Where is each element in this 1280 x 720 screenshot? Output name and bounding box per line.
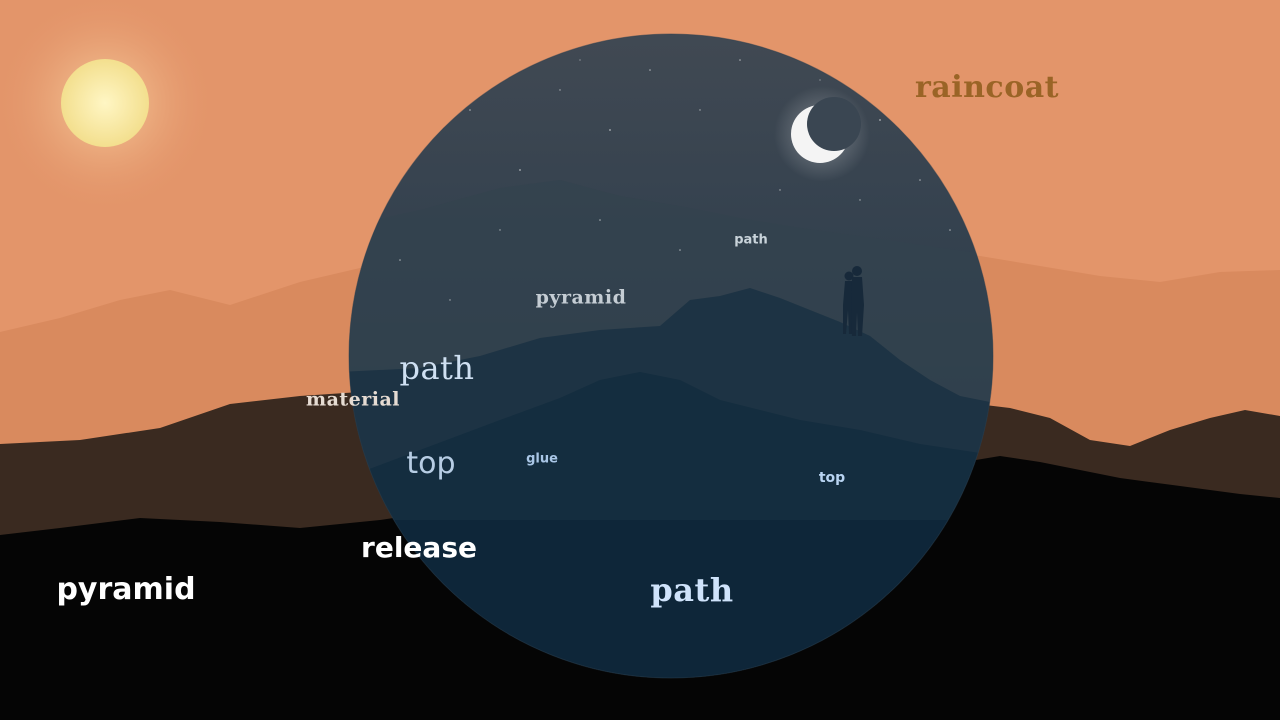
- word-glue[interactable]: glue: [526, 451, 558, 467]
- word-pyramid-large[interactable]: pyramid: [56, 572, 196, 607]
- word-material[interactable]: material: [305, 388, 401, 411]
- moon-icon: [774, 86, 870, 182]
- word-path-large[interactable]: path: [650, 571, 734, 609]
- word-release[interactable]: release: [361, 531, 477, 564]
- word-path-small[interactable]: path: [734, 232, 768, 248]
- word-top-large[interactable]: top: [406, 446, 456, 481]
- word-path-medium[interactable]: path: [399, 349, 475, 387]
- night-portal: [348, 33, 994, 679]
- word-pyramid-mid[interactable]: pyramid: [535, 286, 627, 309]
- word-top-small[interactable]: top: [818, 470, 846, 486]
- word-raincoat[interactable]: raincoat: [914, 70, 1060, 105]
- couple-silhouette: [843, 266, 864, 336]
- sun-icon: [0, 0, 215, 213]
